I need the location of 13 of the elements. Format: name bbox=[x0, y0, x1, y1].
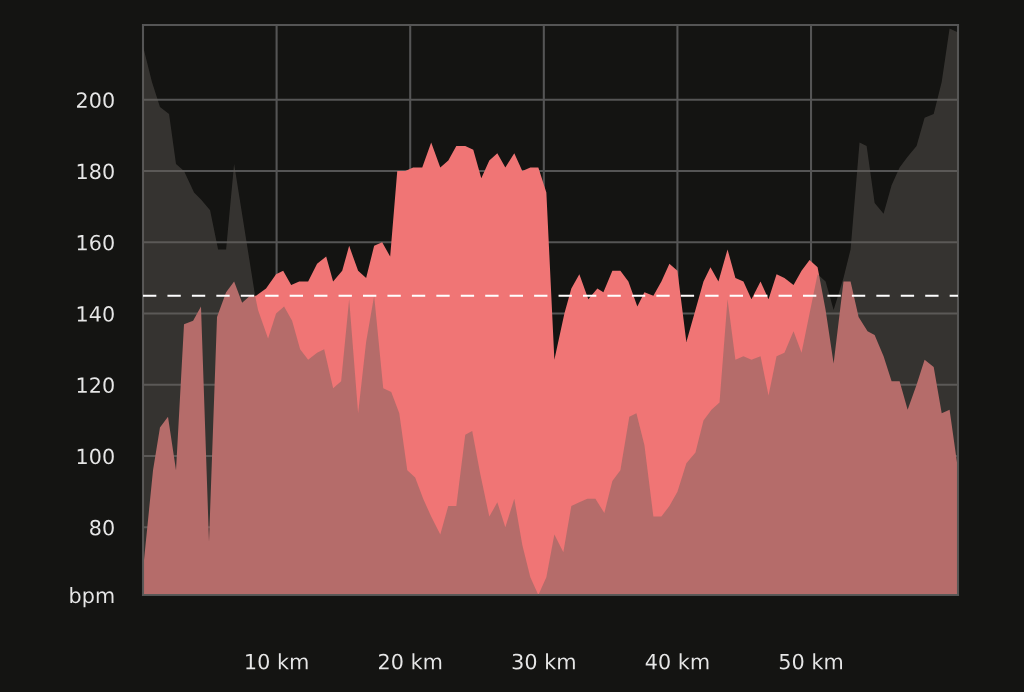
y-tick-label: 200 bbox=[76, 92, 114, 109]
y-tick-label: bpm bbox=[70, 587, 114, 608]
y-tick-label: 80 bbox=[90, 519, 114, 536]
x-tick-label: 10 km bbox=[246, 653, 308, 670]
y-tick-label: 120 bbox=[77, 377, 114, 394]
x-tick-label: 50 km bbox=[779, 653, 843, 670]
y-tick-label: 100 bbox=[77, 448, 114, 465]
y-tick-label: 140 bbox=[77, 306, 114, 322]
x-tick-label: 30 km bbox=[512, 653, 575, 670]
y-tick-label: 160 bbox=[77, 234, 114, 251]
x-tick-label: 20 km bbox=[379, 653, 442, 670]
x-tick-label: 40 km bbox=[645, 653, 709, 670]
y-tick-label: 180 bbox=[77, 163, 114, 180]
